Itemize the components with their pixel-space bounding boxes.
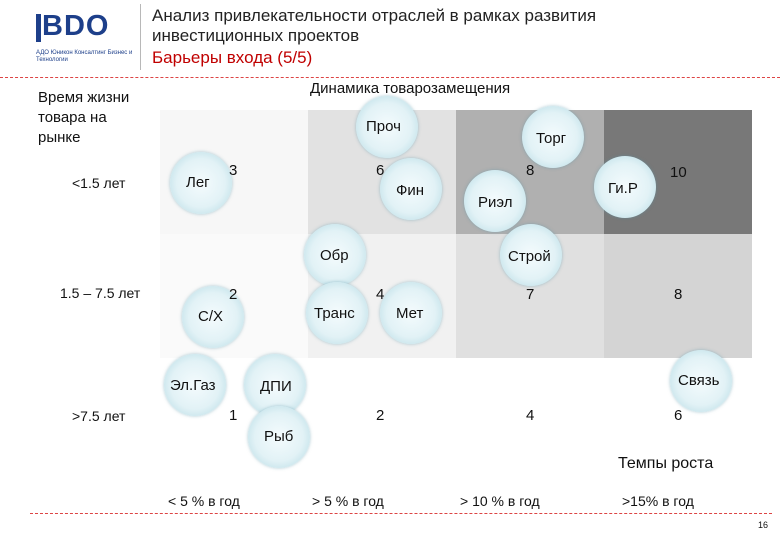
- bubble-label-elgaz: Эл.Газ: [170, 377, 216, 394]
- bubble-obr: [304, 224, 366, 286]
- title-line-2: инвестиционных проектов: [152, 26, 360, 45]
- bubble-fin: [380, 158, 442, 220]
- bubble-rizl: [464, 170, 526, 232]
- score-r1-c2: 6: [376, 162, 385, 179]
- bubble-ryb: [248, 406, 310, 468]
- logo-text: BDO: [42, 10, 110, 42]
- bubble-svyaz: [670, 350, 732, 412]
- cell-r3-c3: [456, 358, 604, 448]
- bubble-stroy: [500, 224, 562, 286]
- bubble-label-fin: Фин: [396, 182, 425, 199]
- bubble-label-met: Мет: [396, 305, 424, 322]
- bubble-met: [380, 282, 442, 344]
- column-label-4: >15% в год: [622, 493, 694, 509]
- score-r2-c1: 2: [229, 286, 238, 303]
- bottom-dashed-divider: [30, 513, 772, 514]
- y-title-line-3: рынке: [38, 129, 81, 146]
- top-dashed-divider: [0, 77, 780, 78]
- page-subtitle: Барьеры входа (5/5): [152, 48, 313, 67]
- column-label-1: < 5 % в год: [168, 493, 240, 509]
- cell-r2-c4: [604, 234, 752, 358]
- column-label-3: > 10 % в год: [460, 493, 540, 509]
- y-title-line-2: товара на: [38, 109, 107, 126]
- bubble-label-proch: Проч: [366, 118, 401, 135]
- score-r3-c2: 2: [376, 407, 385, 424]
- score-r1-c4: 10: [670, 164, 687, 181]
- x-axis-title: Темпы роста: [618, 455, 714, 472]
- score-r3-c4: 6: [674, 407, 683, 424]
- row-label-1: <1.5 лет: [72, 175, 126, 191]
- bubble-gir: [594, 156, 656, 218]
- y-axis-title: Время жизни товара на рынке: [38, 88, 129, 148]
- bubble-label-leg: Лег: [186, 174, 210, 191]
- bubble-label-ryb: Рыб: [264, 428, 294, 445]
- logo-subtitle: АДО Юникон Консалтинг Бизнес и Технологи…: [36, 50, 133, 63]
- score-r3-c1: 1: [229, 407, 238, 424]
- logo-bar: [36, 14, 41, 42]
- bubble-label-dpi: ДПИ: [260, 378, 292, 395]
- bubble-label-rizl: Риэл: [478, 194, 513, 211]
- bubble-sx: [182, 286, 244, 348]
- score-r2-c3: 7: [526, 286, 535, 303]
- cell-r3-c2: [308, 358, 456, 448]
- bubble-label-sx: С/Х: [198, 308, 224, 325]
- score-r3-c3: 4: [526, 407, 535, 424]
- score-r2-c4: 8: [674, 286, 683, 303]
- bubble-label-trans: Транс: [314, 305, 355, 322]
- score-r1-c1: 3: [229, 162, 238, 179]
- bubble-torg: [522, 106, 584, 168]
- row-label-2: 1.5 – 7.5 лет: [60, 285, 141, 301]
- row-label-3: >7.5 лет: [72, 408, 126, 424]
- y-title-line-1: Время жизни: [38, 89, 130, 106]
- score-r2-c2: 4: [376, 286, 385, 303]
- bubble-elgaz: [164, 354, 226, 416]
- bubble-dpi: [244, 354, 306, 416]
- bubble-label-gir: Ги.Р: [608, 180, 638, 197]
- score-r1-c3: 8: [526, 162, 535, 179]
- page-title: Анализ привлекательности отраслей в рамк…: [152, 6, 596, 46]
- bubble-leg: [170, 152, 232, 214]
- bubble-label-obr: Обр: [320, 247, 349, 264]
- top-axis-title: Динамика товарозамещения: [310, 80, 511, 97]
- bubble-trans: [306, 282, 368, 344]
- bubble-label-torg: Торг: [536, 130, 567, 147]
- title-line-1: Анализ привлекательности отраслей в рамк…: [152, 6, 597, 25]
- header-divider: [140, 4, 141, 70]
- bubble-label-svyaz: Связь: [678, 372, 720, 389]
- bubble-label-stroy: Строй: [508, 248, 551, 265]
- bubble-proch: [356, 96, 418, 158]
- column-label-2: > 5 % в год: [312, 493, 384, 509]
- page-number: 16: [758, 520, 769, 530]
- bdo-logo: BDO: [36, 10, 108, 42]
